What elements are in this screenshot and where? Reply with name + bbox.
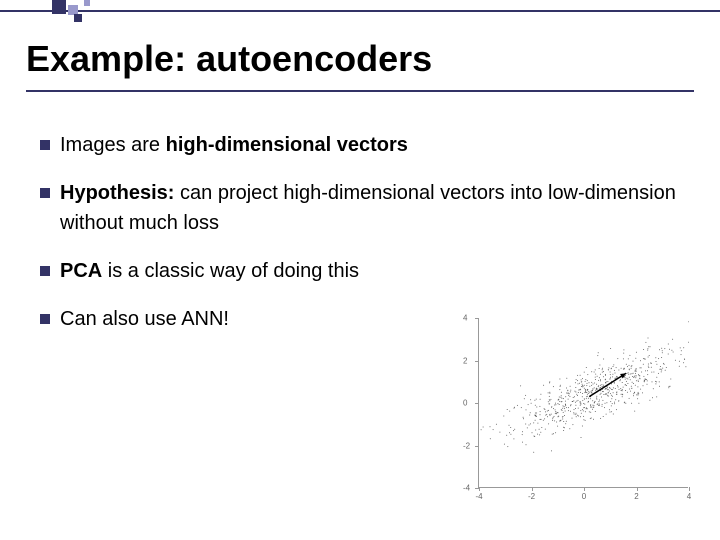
bullet-text: PCA is a classic way of doing this	[60, 256, 680, 286]
y-tick-label: -4	[463, 484, 470, 493]
y-tick	[475, 403, 479, 404]
x-tick-label: 4	[687, 492, 691, 501]
bullet-marker-icon	[40, 266, 50, 276]
x-tick	[479, 487, 480, 491]
bullet-marker-icon	[40, 188, 50, 198]
y-tick	[475, 446, 479, 447]
bullet-marker-icon	[40, 140, 50, 150]
title-underline	[26, 90, 694, 92]
y-tick-label: 0	[463, 399, 467, 408]
decoration-square	[52, 0, 66, 14]
x-tick-label: 2	[634, 492, 638, 501]
pca-arrow	[589, 373, 626, 396]
bullet-text: Hypothesis: can project high-dimensional…	[60, 178, 680, 238]
top-decoration	[0, 0, 720, 24]
x-tick	[689, 487, 690, 491]
y-tick	[475, 488, 479, 489]
x-tick	[584, 487, 585, 491]
y-tick-label: -2	[463, 441, 470, 450]
x-tick-label: 0	[582, 492, 586, 501]
decoration-square	[84, 0, 90, 6]
bullet-text: Images are high-dimensional vectors	[60, 130, 680, 160]
x-tick	[637, 487, 638, 491]
slide-title: Example: autoencoders	[26, 38, 432, 80]
x-tick-label: -2	[528, 492, 535, 501]
y-tick	[475, 318, 479, 319]
scatter-points	[481, 322, 689, 452]
top-line	[0, 10, 720, 12]
y-tick-label: 2	[463, 356, 467, 365]
bullet-item: PCA is a classic way of doing this	[40, 256, 680, 286]
bullet-item: Hypothesis: can project high-dimensional…	[40, 178, 680, 238]
x-tick	[532, 487, 533, 491]
pca-scatter-chart: -4 -2 0 2 4 -4 -2 0 2 4	[460, 310, 700, 510]
x-tick-label: -4	[475, 492, 482, 501]
bullet-item: Images are high-dimensional vectors	[40, 130, 680, 160]
decoration-square	[74, 14, 82, 22]
y-tick	[475, 361, 479, 362]
bullet-marker-icon	[40, 314, 50, 324]
y-tick-label: 4	[463, 314, 467, 323]
